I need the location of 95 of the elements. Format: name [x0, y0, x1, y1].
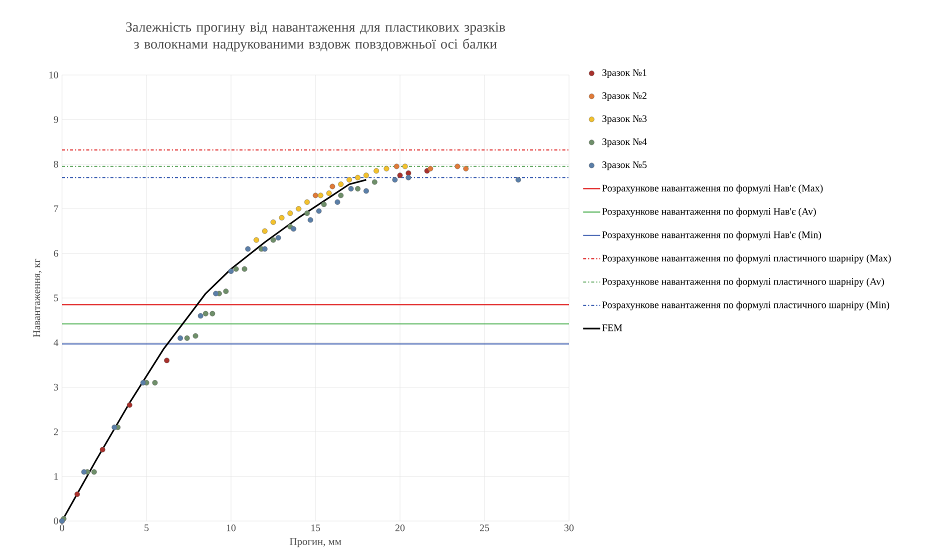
x-tick-label: 15	[311, 524, 320, 532]
point	[397, 172, 403, 178]
legend-label: Розрахункове навантаження по формулі пластичного шарніру (Max)	[602, 254, 891, 264]
legend-label: Зразок №3	[602, 115, 647, 124]
y-tick-label: 4	[54, 339, 58, 346]
point	[184, 335, 190, 341]
y-tick-label: 8	[54, 160, 58, 168]
point	[384, 166, 390, 172]
point	[338, 192, 344, 198]
point	[192, 333, 198, 339]
point	[164, 358, 170, 364]
point	[326, 190, 332, 196]
legend-label: Зразок №4	[602, 138, 647, 148]
point	[321, 202, 327, 208]
point	[202, 310, 208, 316]
legend-label: FEM	[602, 324, 622, 332]
point	[330, 184, 336, 190]
point	[210, 310, 216, 316]
point	[348, 186, 354, 192]
x-tick-label: 20	[395, 524, 405, 532]
point	[355, 186, 360, 192]
point	[290, 226, 296, 232]
point	[74, 492, 80, 497]
x-tick-label: 30	[564, 524, 574, 532]
point	[91, 469, 97, 475]
point	[428, 166, 434, 172]
point	[242, 266, 248, 272]
point	[276, 235, 282, 241]
legend-label: Розрахункове навантаження по формулі Нав'є (Max)	[602, 184, 823, 194]
point	[262, 246, 268, 252]
point	[254, 237, 260, 243]
point	[152, 380, 158, 386]
y-tick-label: 3	[54, 384, 58, 391]
y-tick-label: 6	[54, 250, 58, 257]
point	[140, 380, 146, 386]
point	[178, 335, 184, 341]
point	[334, 199, 340, 205]
point	[454, 164, 460, 170]
point	[516, 177, 522, 183]
legend-label: Розрахункове навантаження по формулі Нав'є (Av)	[602, 208, 816, 217]
point	[296, 206, 302, 212]
point	[270, 237, 276, 243]
point	[355, 174, 360, 180]
point	[287, 210, 293, 216]
point	[308, 217, 314, 223]
x-tick-label: 10	[226, 524, 236, 532]
x-tick-label: 25	[480, 524, 490, 532]
point	[318, 192, 324, 198]
point	[363, 188, 369, 194]
point	[392, 177, 398, 183]
y-tick-label: 7	[54, 206, 58, 212]
point	[346, 177, 352, 183]
point	[304, 210, 310, 216]
point	[402, 164, 408, 170]
point	[228, 268, 234, 274]
point	[372, 179, 378, 185]
point	[406, 174, 412, 180]
point	[100, 446, 106, 452]
legend-label: Зразок №5	[602, 161, 647, 170]
point	[81, 469, 87, 475]
legend-label: Розрахункове навантаження по формулі Нав'є (Min)	[602, 231, 822, 240]
point	[394, 164, 400, 170]
point	[233, 266, 239, 272]
y-tick-label: 10	[49, 72, 58, 78]
point	[278, 214, 284, 220]
y-tick-label: 9	[54, 116, 58, 123]
point	[406, 170, 412, 176]
legend-label: Зразок №1	[602, 69, 646, 78]
point	[463, 166, 469, 172]
y-tick-label: 1	[54, 473, 58, 480]
point	[112, 424, 118, 430]
x-tick-label: 0	[60, 524, 64, 532]
y-tick-label: 0	[54, 518, 58, 524]
point	[223, 288, 229, 294]
legend-label: Розрахункове навантаження по формулі пластичного шарніру (Av)	[602, 278, 884, 287]
point	[262, 228, 268, 234]
point	[374, 168, 380, 174]
y-tick-label: 2	[54, 428, 58, 436]
point	[126, 402, 132, 408]
point	[304, 199, 310, 205]
point	[270, 219, 276, 225]
point	[198, 313, 204, 319]
point	[245, 246, 251, 252]
point	[338, 182, 344, 188]
y-tick-label: 5	[54, 294, 58, 302]
point	[316, 208, 322, 214]
x-tick-label: 5	[144, 524, 149, 532]
point	[363, 172, 369, 178]
point	[312, 192, 318, 198]
legend-label: Розрахункове навантаження по формулі пластичного шарніру (Min)	[602, 301, 890, 310]
chart-title: Залежність прогину від навантаження для пластикових зразків з волокнами надрукованими вздовж повздовжньої осі балки	[126, 22, 506, 52]
legend-label: Зразок №2	[602, 92, 646, 102]
y-axis-title: Навантаження, кг	[33, 258, 42, 338]
point	[213, 290, 219, 296]
x-axis-title: Прогин, мм	[290, 538, 342, 548]
